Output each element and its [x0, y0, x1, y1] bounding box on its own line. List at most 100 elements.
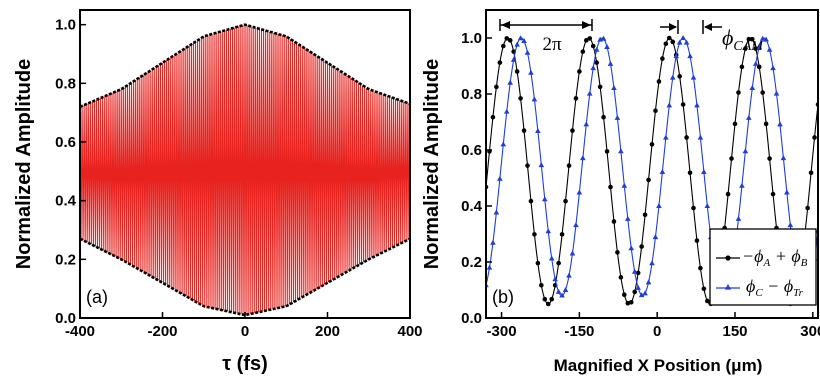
data-point — [732, 121, 738, 127]
data-point — [749, 36, 755, 42]
phase-shift-annotation: ϕCAM — [660, 20, 764, 54]
data-point — [555, 288, 562, 294]
data-point — [549, 296, 555, 302]
data-point — [652, 234, 659, 240]
data-point — [725, 191, 731, 197]
legend: −ϕA + ϕB ϕC − ϕTr — [709, 228, 817, 306]
x-tick-label: -150 — [564, 323, 594, 340]
data-point — [705, 298, 710, 304]
data-point — [507, 79, 514, 85]
data-point — [635, 284, 641, 290]
data-point — [573, 222, 579, 228]
data-point — [787, 222, 794, 228]
data-point — [569, 250, 576, 256]
data-point — [504, 36, 510, 41]
lower-envelope-line — [80, 237, 410, 317]
data-point — [646, 177, 651, 183]
data-point — [562, 287, 569, 293]
data-point — [580, 49, 586, 54]
data-point — [622, 292, 627, 298]
data-point — [514, 69, 520, 74]
data-point — [687, 170, 693, 176]
x-tick-label: 300 — [800, 323, 820, 340]
panel-label-b: (b) — [492, 287, 514, 307]
legend-entry-blue: ϕC − ϕTr — [716, 276, 804, 299]
y-tick-label: 0.8 — [461, 86, 482, 103]
data-point — [503, 108, 510, 114]
x-axis-label-b: Magnified X Position (μm) — [554, 356, 763, 375]
legend-label-black: −ϕA + ϕB — [742, 246, 808, 269]
data-point — [752, 60, 759, 66]
data-point — [760, 90, 765, 95]
data-point — [642, 212, 648, 218]
data-point — [611, 219, 617, 224]
data-point — [528, 69, 534, 75]
data-point — [691, 205, 696, 211]
data-point — [490, 239, 496, 245]
data-point — [735, 215, 742, 221]
y-tick-label: 0.0 — [461, 310, 482, 327]
data-point — [808, 170, 814, 176]
panel-label-a: (a) — [86, 287, 108, 307]
y-tick-label: 0.0 — [55, 310, 76, 327]
data-point — [566, 163, 572, 168]
data-point — [660, 56, 665, 61]
data-point — [739, 64, 745, 70]
data-point — [570, 128, 575, 133]
data-point — [594, 60, 599, 65]
data-point — [597, 84, 603, 90]
data-point — [701, 168, 707, 174]
fringe-line — [80, 24, 410, 315]
data-point — [767, 156, 772, 161]
data-point — [531, 96, 538, 102]
y-tick-label: 1.0 — [55, 17, 76, 34]
data-point — [729, 156, 734, 161]
data-point — [756, 43, 763, 49]
data-point — [600, 35, 607, 41]
data-point — [625, 300, 631, 306]
legend-label-blue: ϕC − ϕTr — [746, 276, 804, 299]
y-tick-label: 0.2 — [55, 251, 76, 268]
data-point — [666, 35, 672, 41]
x-tick-label: -400 — [65, 323, 95, 340]
data-point — [766, 46, 773, 52]
data-point — [545, 228, 552, 234]
data-point — [656, 202, 662, 208]
upper-envelope-line — [80, 23, 410, 108]
data-point — [659, 168, 666, 174]
data-point — [680, 102, 686, 107]
data-point — [669, 74, 676, 80]
data-point — [649, 142, 655, 147]
data-point — [608, 184, 613, 190]
fringe-series — [80, 24, 410, 315]
plot-frame-b — [485, 9, 819, 319]
data-point — [631, 268, 638, 274]
data-point — [743, 46, 748, 51]
data-point — [812, 135, 817, 140]
data-point — [701, 286, 707, 292]
data-point — [500, 141, 507, 147]
data-point — [753, 46, 759, 51]
data-point — [590, 65, 597, 71]
data-point — [493, 209, 500, 215]
data-point — [770, 191, 776, 197]
data-point — [673, 53, 680, 59]
data-point — [680, 35, 686, 40]
data-point — [687, 53, 693, 59]
axis-ticks-b: -300 -150 0 150 300 0.0 0.2 0.4 0.6 0.8 1.0 — [461, 30, 820, 340]
data-point — [746, 114, 752, 120]
x-tick-label: 0 — [241, 323, 249, 340]
legend-entry-black: −ϕA + ϕB — [716, 246, 808, 269]
data-point — [749, 85, 756, 91]
data-point — [490, 114, 496, 120]
data-point — [607, 60, 614, 66]
period-label: 2π — [542, 34, 562, 55]
data-point — [784, 189, 790, 195]
data-point — [535, 260, 541, 266]
data-point — [645, 279, 652, 285]
data-point — [739, 182, 745, 188]
x-tick-label: 0 — [653, 323, 661, 340]
data-point — [500, 43, 506, 49]
data-point — [494, 84, 499, 90]
